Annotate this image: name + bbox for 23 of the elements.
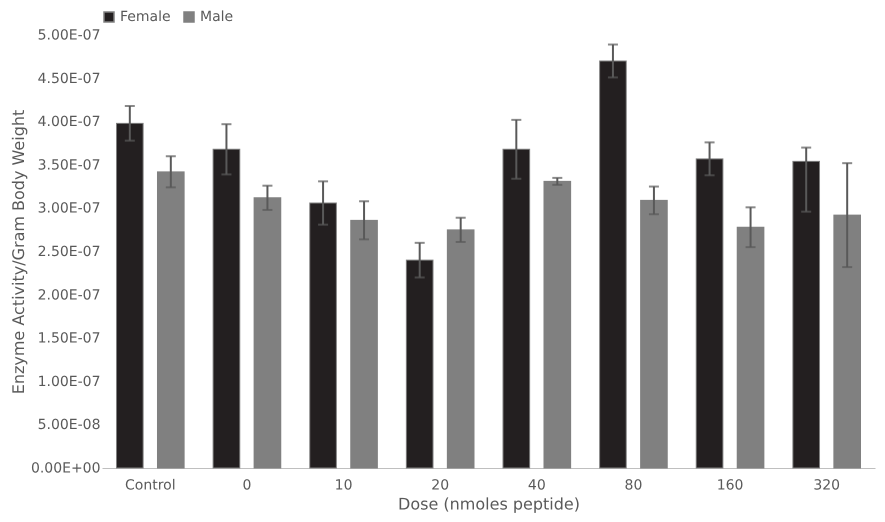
legend-label: Male <box>200 9 234 25</box>
y-tick-label: 0.00E+00 <box>30 460 100 476</box>
x-tick-label: 40 <box>528 478 546 494</box>
x-axis-title: Dose (nmoles peptide) <box>398 494 580 514</box>
x-tick-label: 20 <box>431 478 450 494</box>
y-tick-label: 1.50E-07 <box>38 330 100 347</box>
y-tick-label: 2.00E-07 <box>38 287 100 304</box>
y-tick-label: 4.00E-07 <box>38 114 100 130</box>
y-tick-label: 1.00E-07 <box>38 374 100 390</box>
y-tick-label: 3.50E-07 <box>38 157 100 174</box>
y-tick-label: 5.00E-07 <box>38 28 100 44</box>
x-tick-label: 80 <box>624 478 642 494</box>
x-tick-label: Control <box>125 478 176 494</box>
legend-label: Female <box>120 9 171 25</box>
y-tick-label: 3.00E-07 <box>38 200 100 217</box>
x-tick-label: 0 <box>242 478 252 494</box>
x-tick-label: 320 <box>813 478 840 494</box>
y-tick-label: 5.00E-08 <box>38 417 100 434</box>
y-tick-label: 2.50E-07 <box>38 244 100 260</box>
x-tick-label: 10 <box>334 478 352 494</box>
y-tick-label: 4.50E-07 <box>38 70 100 87</box>
x-tick-label: 160 <box>716 478 744 494</box>
y-axis-title: Enzyme Activity/Gram Body Weight <box>8 110 28 394</box>
